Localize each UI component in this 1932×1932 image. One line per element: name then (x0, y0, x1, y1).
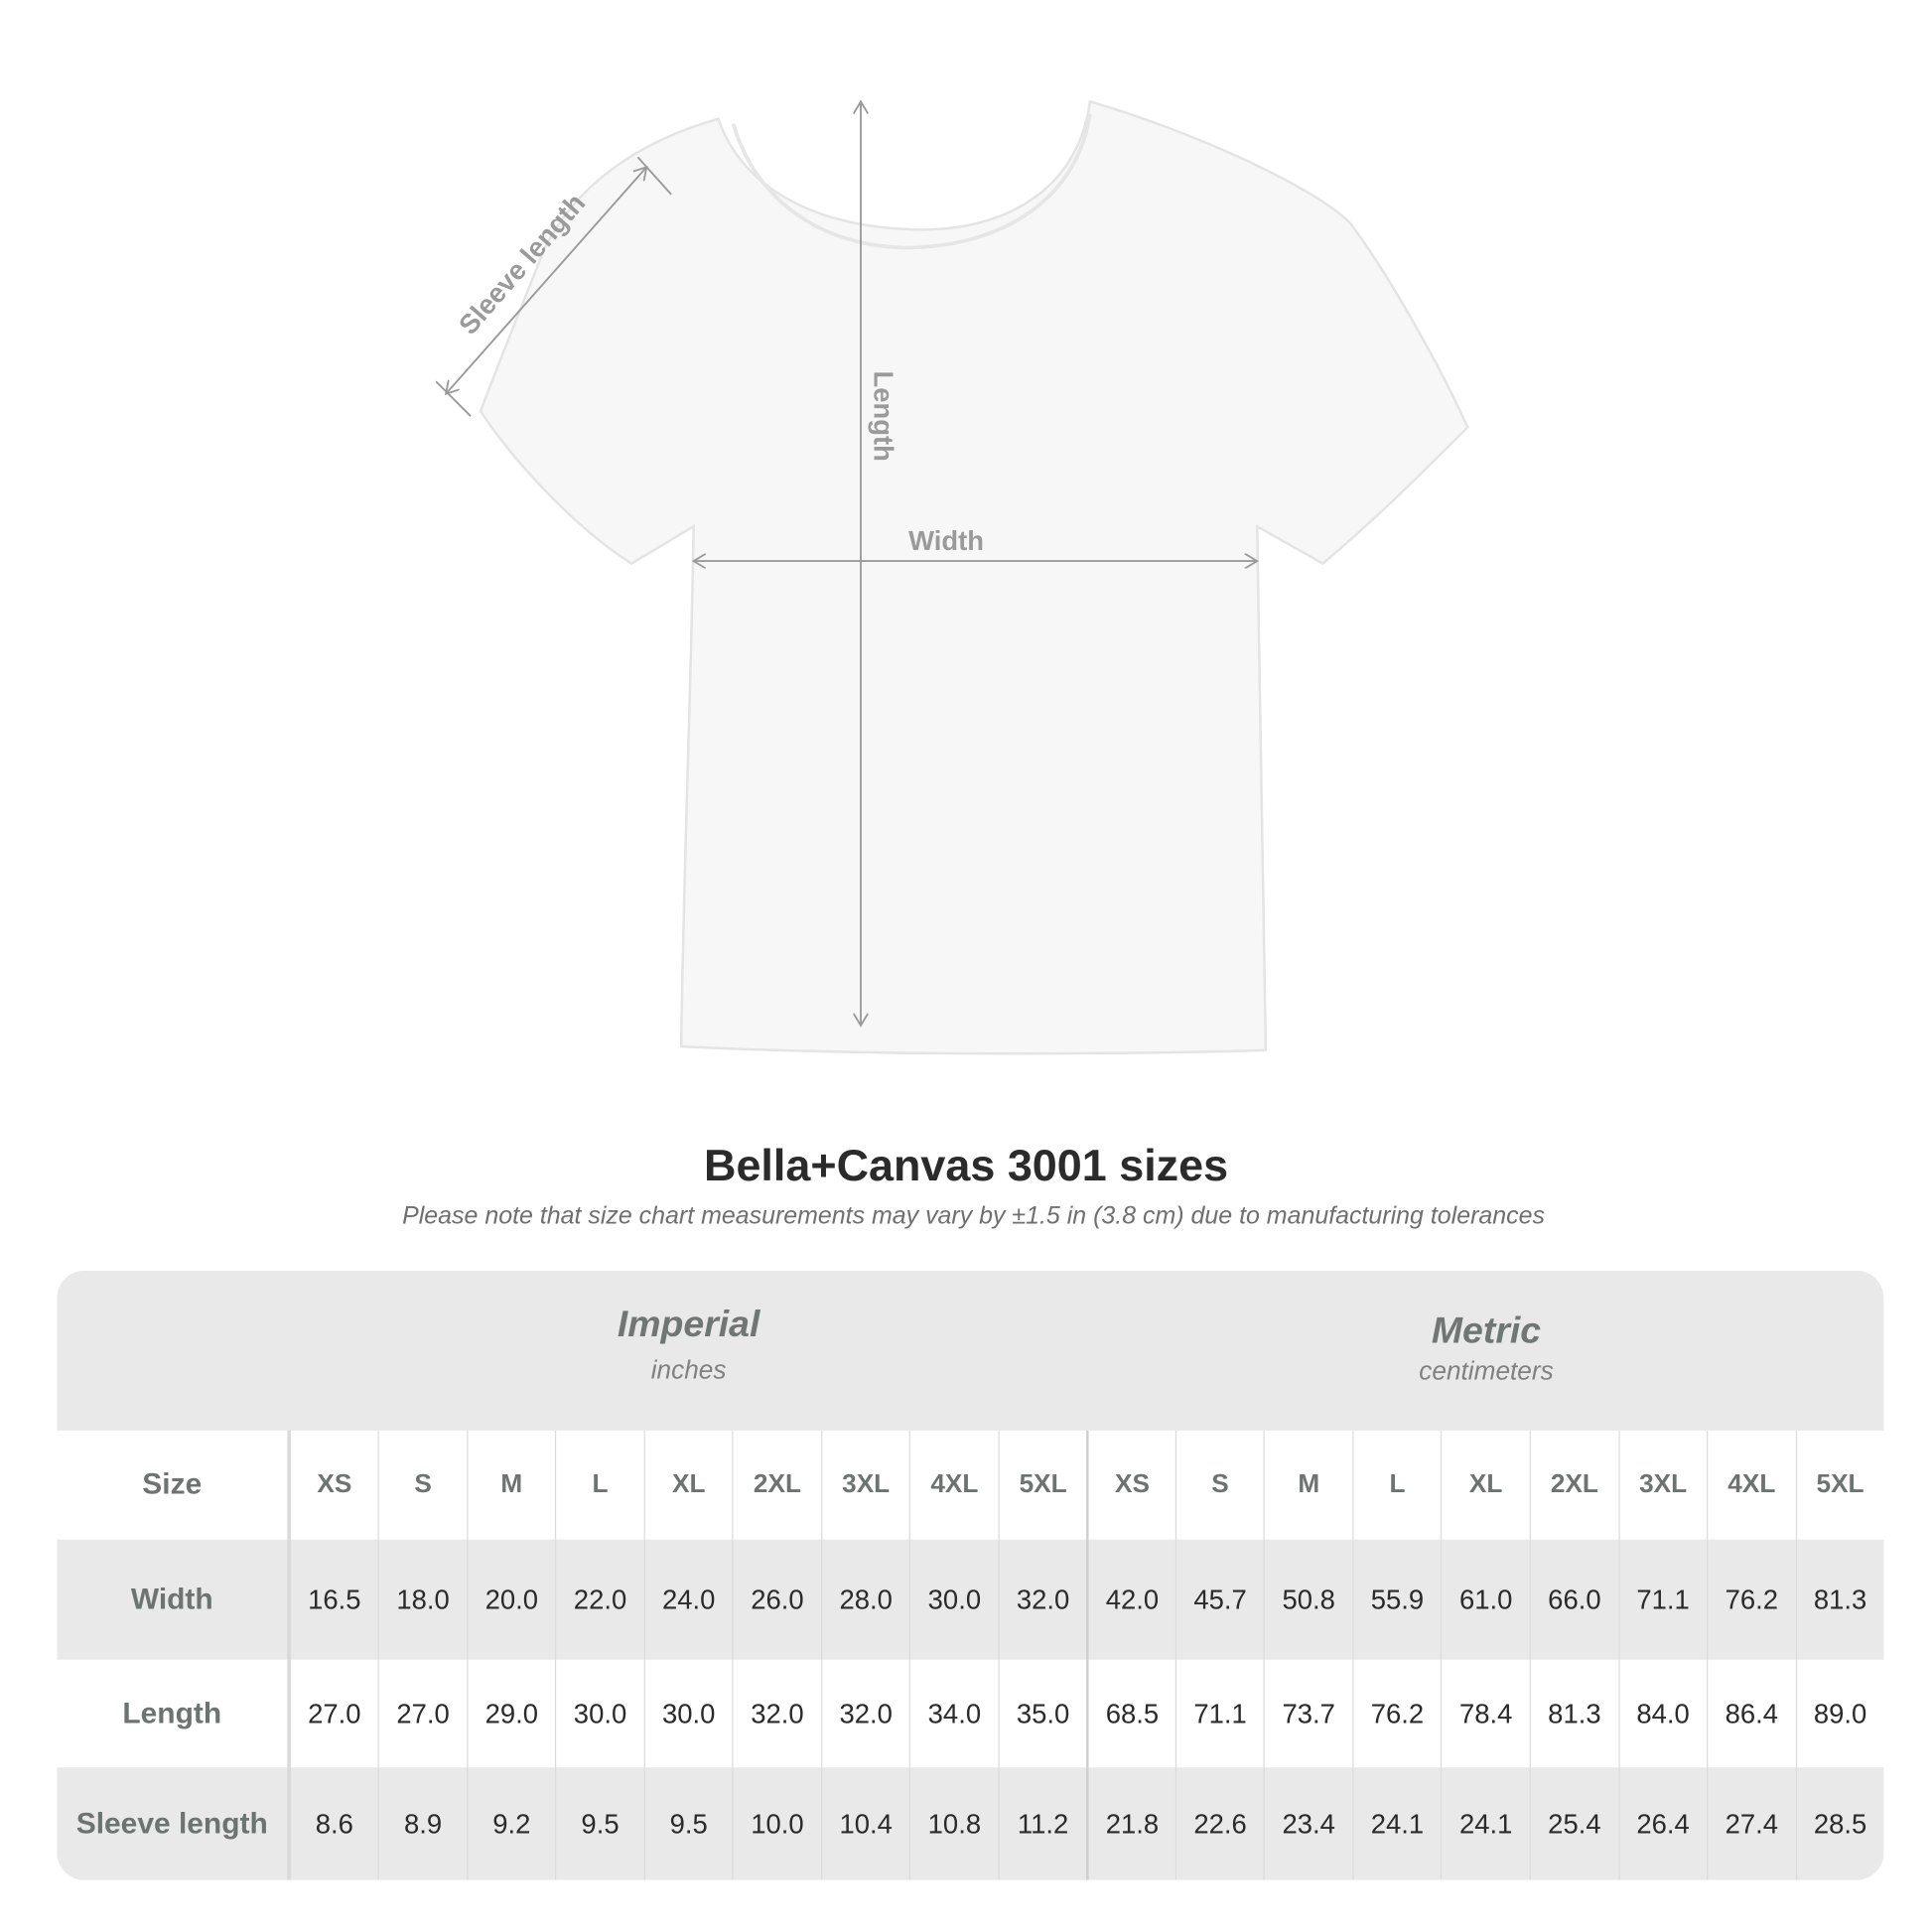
value-cell: 89.0 (1795, 1659, 1883, 1768)
size-header-cell: L (555, 1430, 643, 1540)
value-cell: 78.4 (1441, 1659, 1529, 1768)
size-header-cell: L (1352, 1430, 1441, 1540)
value-cell: 84.0 (1617, 1659, 1707, 1768)
row-label: Width (57, 1539, 290, 1660)
value-cell: 55.9 (1352, 1539, 1441, 1660)
size-header-cell: 5XL (1795, 1430, 1883, 1540)
size-header-cell: 3XL (1617, 1430, 1707, 1540)
value-cell: 71.1 (1617, 1539, 1707, 1660)
table-header: Imperial inches Metric centimeters (57, 1270, 1884, 1431)
size-header-cell: S (377, 1430, 467, 1540)
chart-title: Bella+Canvas 3001 sizes (704, 1139, 1229, 1190)
value-cell: 22.0 (555, 1539, 643, 1660)
size-header-cell: XS (289, 1430, 378, 1540)
value-cell: 81.3 (1529, 1659, 1618, 1768)
size-header-cell: 4XL (909, 1430, 998, 1540)
imperial-header: Imperial inches (617, 1304, 760, 1385)
value-cell: 28.5 (1795, 1767, 1883, 1880)
value-cell: 68.5 (1086, 1659, 1175, 1768)
value-cell: 9.5 (555, 1767, 643, 1880)
value-cell: 18.0 (377, 1539, 467, 1660)
value-cell: 10.8 (909, 1767, 998, 1880)
value-cell: 20.0 (467, 1539, 555, 1660)
row-label: Sleeve length (57, 1767, 290, 1880)
size-header-cell: 4XL (1707, 1430, 1795, 1540)
value-cell: 30.0 (643, 1659, 733, 1768)
size-header-cell: S (1174, 1430, 1264, 1540)
size-header-cell: XL (1441, 1430, 1529, 1540)
size-header-cell: XS (1086, 1430, 1175, 1540)
value-cell: 81.3 (1795, 1539, 1883, 1660)
value-cell: 42.0 (1086, 1539, 1175, 1660)
value-cell: 27.4 (1707, 1767, 1795, 1880)
value-cell: 24.1 (1352, 1767, 1441, 1880)
row-label: Length (57, 1659, 290, 1768)
size-row: Size XS S M L XL 2XL 3XL 4XL 5XL XS S M L XL 2XL 3XL 4XL… (57, 1430, 1883, 1540)
value-cell: 22.6 (1174, 1767, 1264, 1880)
value-cell: 8.6 (289, 1767, 378, 1880)
value-cell: 76.2 (1707, 1539, 1795, 1660)
value-cell: 26.0 (732, 1539, 821, 1660)
value-cell: 9.2 (467, 1767, 555, 1880)
value-cell: 16.5 (289, 1539, 378, 1660)
value-cell: 11.2 (998, 1767, 1086, 1880)
value-cell: 32.0 (998, 1539, 1086, 1660)
value-cell: 32.0 (820, 1659, 909, 1768)
value-cell: 9.5 (643, 1767, 733, 1880)
value-cell: 61.0 (1441, 1539, 1529, 1660)
table-row: Sleeve length 8.6 8.9 9.2 9.5 9.5 10.0 10.4 10.8… (57, 1767, 1884, 1880)
value-cell: 66.0 (1529, 1539, 1618, 1660)
size-header-cell: 2XL (732, 1430, 821, 1540)
size-header-cell: 3XL (820, 1430, 909, 1540)
value-cell: 27.0 (289, 1659, 378, 1768)
value-cell: 27.0 (377, 1659, 467, 1768)
value-cell: 32.0 (732, 1659, 821, 1768)
value-cell: 8.9 (377, 1767, 467, 1880)
value-cell: 10.0 (732, 1767, 821, 1880)
value-cell: 21.8 (1086, 1767, 1175, 1880)
width-label: Width (908, 525, 984, 556)
table-row: Width 16.5 18.0 20.0 22.0 24.0 26.0 28.0 30.0 32.… (57, 1539, 1884, 1660)
value-cell: 71.1 (1174, 1659, 1264, 1768)
collar (731, 113, 1092, 250)
value-cell: 35.0 (998, 1659, 1086, 1768)
size-header-cell: XL (643, 1430, 733, 1540)
value-cell: 30.0 (555, 1659, 643, 1768)
value-cell: 76.2 (1352, 1659, 1441, 1768)
size-table: Imperial inches Metric centimeters Size … (57, 1270, 1884, 1880)
value-cell: 34.0 (909, 1659, 998, 1768)
size-header-cell: 2XL (1529, 1430, 1618, 1540)
size-header-cell: M (467, 1430, 555, 1540)
value-cell: 29.0 (467, 1659, 555, 1768)
value-cell: 45.7 (1174, 1539, 1264, 1660)
length-label: Length (869, 370, 899, 461)
tshirt-shape (479, 99, 1469, 1055)
value-cell: 10.4 (820, 1767, 909, 1880)
value-cell: 24.1 (1441, 1767, 1529, 1880)
sleeve-arrow (446, 167, 646, 393)
value-cell: 23.4 (1264, 1767, 1352, 1880)
size-label: Size (57, 1430, 290, 1540)
value-cell: 30.0 (909, 1539, 998, 1660)
value-cell: 26.4 (1617, 1767, 1707, 1880)
table-row: Length 27.0 27.0 29.0 30.0 30.0 32.0 32.0 34.0 35… (57, 1659, 1883, 1768)
value-cell: 28.0 (820, 1539, 909, 1660)
size-header-cell: M (1264, 1430, 1352, 1540)
value-cell: 73.7 (1264, 1659, 1352, 1768)
tolerance-note: Please note that size chart measurements… (402, 1202, 1545, 1230)
value-cell: 24.0 (643, 1539, 733, 1660)
metric-header: Metric centimeters (1419, 1310, 1554, 1386)
value-cell: 25.4 (1529, 1767, 1618, 1880)
size-header-cell: 5XL (998, 1430, 1086, 1540)
value-cell: 50.8 (1264, 1539, 1352, 1660)
tshirt-diagram: Sleeve length Length Width (435, 0, 1469, 1055)
value-cell: 86.4 (1707, 1659, 1795, 1768)
